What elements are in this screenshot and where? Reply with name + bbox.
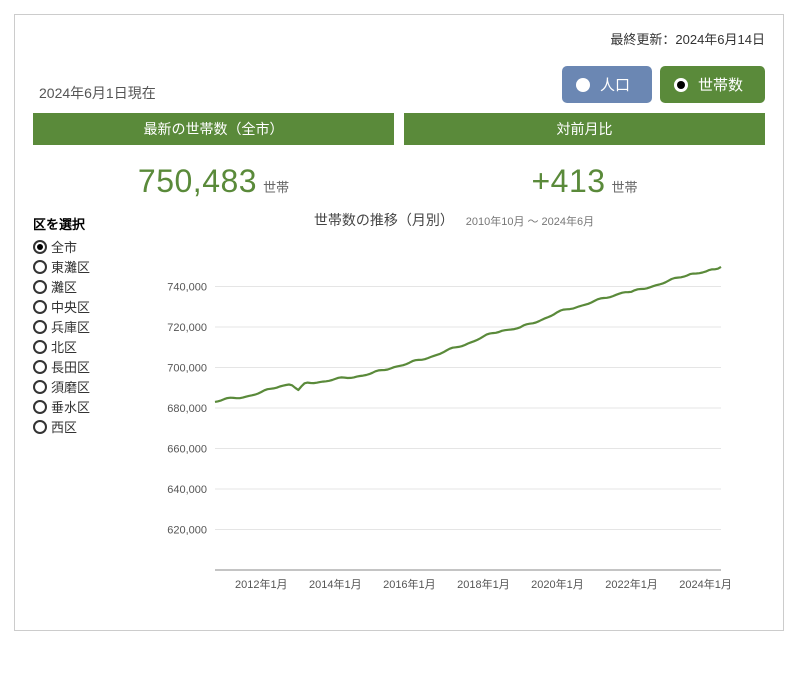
svg-text:720,000: 720,000 xyxy=(167,322,207,334)
ward-option[interactable]: 兵庫区 xyxy=(33,317,143,336)
svg-text:2012年1月: 2012年1月 xyxy=(235,577,288,591)
svg-text:620,000: 620,000 xyxy=(167,525,207,537)
svg-text:2022年1月: 2022年1月 xyxy=(605,577,658,591)
chart-subtitle: 2010年10月 ～ 2024年6月 xyxy=(466,216,594,228)
radio-icon xyxy=(33,240,47,254)
ward-label: 東灘区 xyxy=(51,257,90,276)
stat-headers: 最新の世帯数（全市） 対前月比 xyxy=(33,113,765,145)
ward-label: 北区 xyxy=(51,337,77,356)
radio-icon xyxy=(33,420,47,434)
ward-option[interactable]: 灘区 xyxy=(33,277,143,296)
chart-area: 世帯数の推移（月別） 2010年10月 ～ 2024年6月 620,000 640… xyxy=(143,210,765,610)
ward-option[interactable]: 垂水区 xyxy=(33,397,143,416)
radio-icon xyxy=(33,380,47,394)
svg-text:2018年1月: 2018年1月 xyxy=(457,577,510,591)
unit-label: 世帯 xyxy=(263,177,289,196)
radio-icon xyxy=(33,400,47,414)
ward-option[interactable]: 東灘区 xyxy=(33,257,143,276)
ward-label: 灘区 xyxy=(51,277,77,296)
radio-icon xyxy=(33,280,47,294)
ward-list: 全市東灘区灘区中央区兵庫区北区長田区須磨区垂水区西区 xyxy=(33,237,143,436)
ward-selector-title: 区を選択 xyxy=(33,214,143,233)
toggle-population-label: 人口 xyxy=(600,74,630,95)
chart-section: 区を選択 全市東灘区灘区中央区兵庫区北区長田区須磨区垂水区西区 世帯数の推移（月… xyxy=(33,210,765,610)
latest-value: 750,483 xyxy=(138,163,257,200)
change-value: +413 xyxy=(531,163,605,200)
radio-icon xyxy=(33,300,47,314)
ward-label: 垂水区 xyxy=(51,397,90,416)
ward-selector: 区を選択 全市東灘区灘区中央区兵庫区北区長田区須磨区垂水区西区 xyxy=(33,210,143,610)
chart-title: 世帯数の推移（月別） 2010年10月 ～ 2024年6月 xyxy=(143,210,765,230)
radio-icon xyxy=(576,78,590,92)
ward-label: 須磨区 xyxy=(51,377,90,396)
svg-text:640,000: 640,000 xyxy=(167,484,207,496)
toggle-households-button[interactable]: 世帯数 xyxy=(660,66,765,103)
latest-header: 最新の世帯数（全市） xyxy=(33,113,394,145)
change-value-block: +413 世帯 xyxy=(404,163,765,200)
top-bar: 2024年6月1日現在 人口 世帯数 xyxy=(33,66,765,103)
latest-value-block: 750,483 世帯 xyxy=(33,163,394,200)
ward-option[interactable]: 北区 xyxy=(33,337,143,356)
line-chart: 620,000 640,000 660,000 680,000 700,000 720,0… xyxy=(143,230,733,610)
svg-text:700,000: 700,000 xyxy=(167,363,207,375)
svg-text:660,000: 660,000 xyxy=(167,444,207,456)
ward-label: 長田区 xyxy=(51,357,90,376)
svg-text:2020年1月: 2020年1月 xyxy=(531,577,584,591)
ward-option[interactable]: 長田区 xyxy=(33,357,143,376)
toggle-population-button[interactable]: 人口 xyxy=(562,66,652,103)
radio-icon xyxy=(33,320,47,334)
chart-title-text: 世帯数の推移（月別） xyxy=(314,212,454,228)
svg-text:680,000: 680,000 xyxy=(167,403,207,415)
ward-option[interactable]: 全市 xyxy=(33,237,143,256)
ward-option[interactable]: 西区 xyxy=(33,417,143,436)
svg-text:740,000: 740,000 xyxy=(167,282,207,294)
svg-text:2016年1月: 2016年1月 xyxy=(383,577,436,591)
ward-option[interactable]: 須磨区 xyxy=(33,377,143,396)
svg-text:2024年1月: 2024年1月 xyxy=(679,577,732,591)
radio-icon xyxy=(33,340,47,354)
stat-values: 750,483 世帯 +413 世帯 xyxy=(33,163,765,200)
ward-label: 兵庫区 xyxy=(51,317,90,336)
radio-icon xyxy=(33,260,47,274)
toggle-households-label: 世帯数 xyxy=(698,74,743,95)
dashboard-panel: 最終更新：2024年6月14日 2024年6月1日現在 人口 世帯数 最新の世帯… xyxy=(14,14,784,631)
change-header: 対前月比 xyxy=(404,113,765,145)
metric-toggle-group: 人口 世帯数 xyxy=(562,66,765,103)
svg-text:2014年1月: 2014年1月 xyxy=(309,577,362,591)
ward-option[interactable]: 中央区 xyxy=(33,297,143,316)
last-updated: 最終更新：2024年6月14日 xyxy=(33,29,765,48)
ward-label: 中央区 xyxy=(51,297,90,316)
asof-date: 2024年6月1日現在 xyxy=(33,83,156,103)
unit-label: 世帯 xyxy=(612,177,638,196)
ward-label: 全市 xyxy=(51,237,77,256)
radio-icon xyxy=(33,360,47,374)
ward-label: 西区 xyxy=(51,417,77,436)
radio-icon xyxy=(674,78,688,92)
